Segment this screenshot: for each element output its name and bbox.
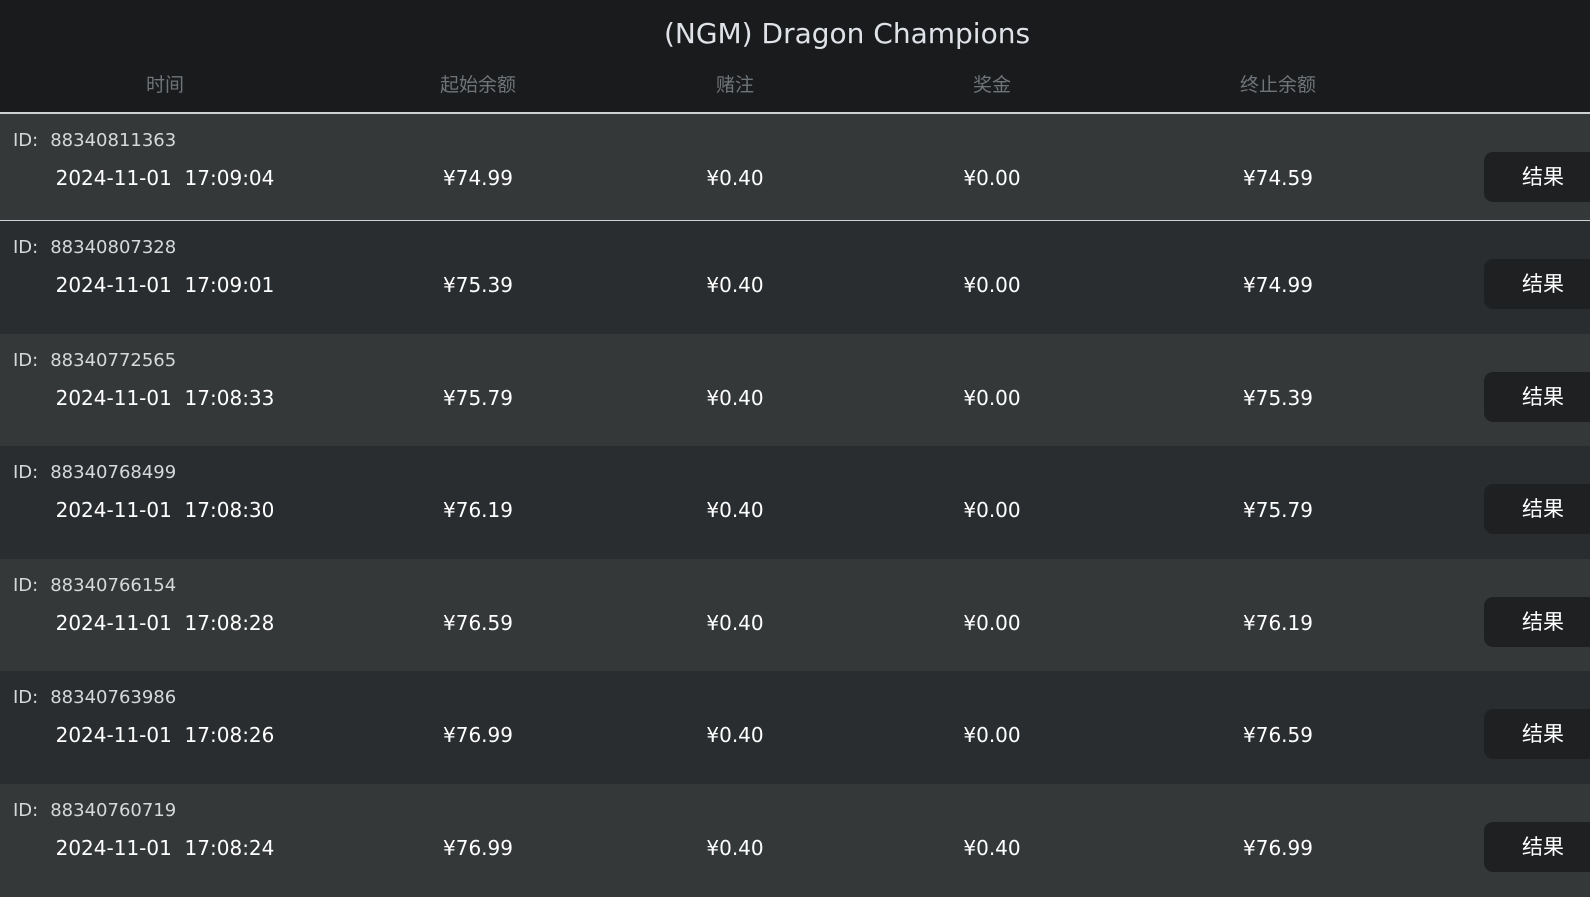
id-value: 88340763986 [50,687,177,709]
start-balance-cell: ¥76.99 [443,835,513,860]
column-header-start-balance: 起始余额 [439,74,517,96]
win-cell: ¥0.00 [963,723,1021,748]
round-id: ID: 88340811363 [13,130,188,151]
end-balance-cell: ¥75.79 [1243,498,1313,523]
id-value: 88340807328 [50,237,177,258]
result-button[interactable]: 结果 [1484,371,1590,422]
start-balance-cell: ¥75.39 [443,273,513,297]
id-value: 88340766154 [50,574,177,596]
round-id: ID: 88340768499 [13,462,188,483]
time-cell: 2024-11-01 17:08:28 [55,610,275,635]
round-id: ID: 88340763986 [13,687,188,708]
id-label: ID: [13,237,39,258]
column-header-win: 奖金 [972,74,1012,96]
bet-cell: ¥0.40 [706,498,764,523]
time-cell: 2024-11-01 17:08:30 [55,498,275,523]
history-list: ID: 88340811363 2024-11-01 17:09:04 ¥74.99 ¥… [0,114,1590,897]
id-label: ID: [13,130,39,151]
round-id: ID: 88340760719 [13,800,188,821]
start-balance-cell: ¥76.59 [443,610,513,635]
start-balance-cell: ¥74.99 [443,166,513,190]
table-row[interactable]: ID: 88340768499 2024-11-01 17:08:30 ¥76.19 ¥… [0,446,1590,559]
table-row[interactable]: ID: 88340766154 2024-11-01 17:08:28 ¥76.59 ¥… [0,558,1590,672]
result-button[interactable]: 结果 [1484,709,1590,760]
column-header-bet: 赌注 [715,74,755,96]
column-header-end-balance: 终止余额 [1239,74,1317,96]
round-id: ID: 88340807328 [13,237,188,258]
table-row[interactable]: ID: 88340807328 2024-11-01 17:09:01 ¥75.39 ¥… [0,221,1590,334]
id-label: ID: [13,687,39,709]
time-cell: 2024-11-01 17:08:33 [55,385,275,410]
page-title: (NGM) Dragon Champions [663,17,1031,50]
result-button[interactable]: 结果 [1484,152,1590,202]
bet-cell: ¥0.40 [706,835,764,860]
win-cell: ¥0.00 [963,166,1021,190]
start-balance-cell: ¥75.79 [443,385,513,410]
id-label: ID: [13,799,39,821]
id-label: ID: [13,574,39,596]
id-label: ID: [13,462,39,484]
header-divider [0,112,1590,114]
end-balance-cell: ¥76.19 [1243,610,1313,635]
result-button[interactable]: 结果 [1484,484,1590,535]
time-cell: 2024-11-01 17:09:01 [55,273,275,297]
id-value: 88340768499 [50,462,177,484]
bet-cell: ¥0.40 [706,385,764,410]
bet-cell: ¥0.40 [706,610,764,635]
round-id: ID: 88340772565 [13,350,188,371]
result-button[interactable]: 结果 [1484,821,1590,872]
bet-cell: ¥0.40 [706,273,764,297]
win-cell: ¥0.00 [963,385,1021,410]
end-balance-cell: ¥75.39 [1243,385,1313,410]
win-cell: ¥0.00 [963,610,1021,635]
win-cell: ¥0.00 [963,273,1021,297]
win-cell: ¥0.00 [963,498,1021,523]
table-row[interactable]: ID: 88340811363 2024-11-01 17:09:04 ¥74.99 ¥… [0,114,1590,221]
bet-cell: ¥0.40 [706,166,764,190]
table-row[interactable]: ID: 88340772565 2024-11-01 17:08:33 ¥75.79 ¥… [0,333,1590,447]
end-balance-cell: ¥76.99 [1243,835,1313,860]
start-balance-cell: ¥76.19 [443,498,513,523]
win-cell: ¥0.40 [963,835,1021,860]
round-id: ID: 88340766154 [13,575,188,596]
table-row[interactable]: ID: 88340763986 2024-11-01 17:08:26 ¥76.99 ¥… [0,671,1590,784]
time-cell: 2024-11-01 17:09:04 [55,166,275,190]
column-header-time: 时间 [145,74,185,96]
bet-cell: ¥0.40 [706,723,764,748]
id-label: ID: [13,349,39,371]
time-cell: 2024-11-01 17:08:26 [55,723,275,748]
table-row[interactable]: ID: 88340760719 2024-11-01 17:08:24 ¥76.99 ¥… [0,783,1590,897]
start-balance-cell: ¥76.99 [443,723,513,748]
end-balance-cell: ¥76.59 [1243,723,1313,748]
id-value: 88340772565 [50,349,177,371]
id-value: 88340811363 [50,130,177,151]
id-value: 88340760719 [50,799,177,821]
end-balance-cell: ¥74.99 [1243,273,1313,297]
result-button[interactable]: 结果 [1484,259,1590,309]
result-button[interactable]: 结果 [1484,596,1590,647]
time-cell: 2024-11-01 17:08:24 [55,835,275,860]
end-balance-cell: ¥74.59 [1243,166,1313,190]
